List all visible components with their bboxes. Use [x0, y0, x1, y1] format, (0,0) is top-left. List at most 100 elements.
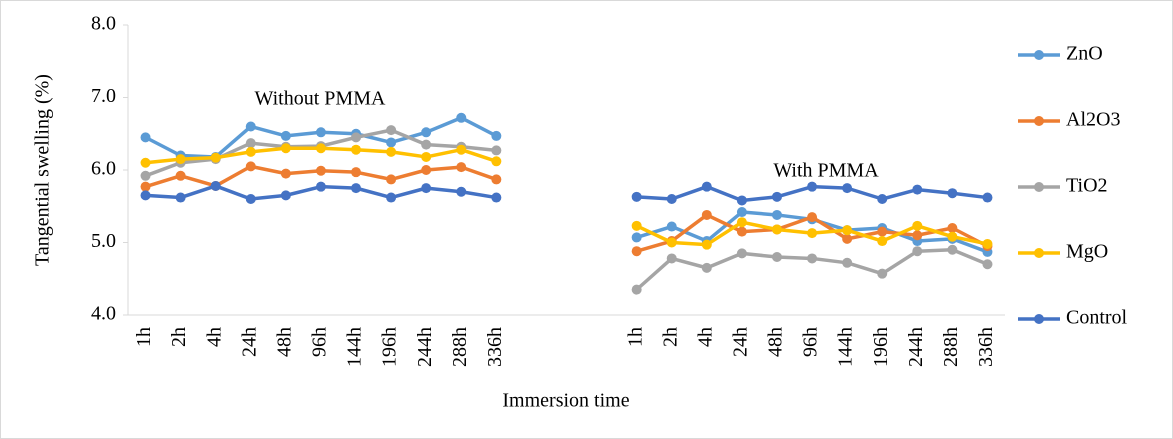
- series-marker: [701, 262, 712, 273]
- series-marker: [175, 154, 186, 165]
- series-marker: [210, 152, 221, 163]
- series-marker: [421, 183, 432, 194]
- legend-label: Control: [1066, 307, 1128, 329]
- series-marker: [666, 194, 677, 204]
- series-marker: [807, 228, 818, 239]
- series-marker: [771, 209, 782, 220]
- series-marker: [456, 112, 467, 123]
- series-marker: [491, 192, 502, 203]
- x-tick-label: 1h: [624, 327, 646, 347]
- series-marker: [631, 284, 642, 295]
- x-tick-label: 288h: [940, 327, 962, 367]
- y-axis-label: Tangential swelling (%): [32, 74, 54, 266]
- x-tick-label: 96h: [309, 327, 331, 357]
- series-marker: [736, 248, 747, 259]
- series-marker: [421, 127, 432, 138]
- x-axis-label: Immersion time: [502, 390, 629, 412]
- series-marker: [421, 139, 432, 150]
- x-tick-label: 244h: [414, 327, 436, 367]
- series-marker: [947, 231, 958, 242]
- series-marker: [771, 224, 782, 235]
- series-marker: [421, 151, 432, 162]
- series-marker: [351, 167, 362, 178]
- series-marker: [245, 121, 256, 132]
- series-marker: [491, 174, 502, 185]
- series-marker: [807, 212, 818, 223]
- x-tick-label: 196h: [379, 327, 401, 367]
- series-marker: [771, 252, 782, 262]
- series-marker: [140, 132, 151, 143]
- series-marker: [912, 220, 923, 231]
- series-marker: [631, 220, 642, 231]
- series-marker: [351, 183, 362, 194]
- series-marker: [315, 181, 326, 192]
- series-marker: [842, 225, 853, 236]
- series-marker: [736, 207, 747, 218]
- x-tick-label: 96h: [800, 327, 822, 357]
- x-tick-label: 288h: [449, 327, 471, 367]
- series-marker: [631, 191, 642, 202]
- series-marker: [947, 244, 958, 255]
- series-marker: [245, 161, 256, 172]
- series-marker: [245, 194, 256, 204]
- legend-marker: [1034, 116, 1044, 126]
- series-marker: [456, 186, 467, 197]
- x-tick-label: 2h: [659, 327, 681, 347]
- annotation: Without PMMA: [255, 88, 386, 110]
- series-marker: [140, 157, 151, 168]
- legend-marker: [1034, 314, 1044, 324]
- series-marker: [631, 232, 642, 243]
- series-marker: [210, 180, 221, 191]
- series-marker: [842, 183, 853, 194]
- legend-marker: [1034, 182, 1044, 192]
- series-marker: [140, 190, 151, 201]
- legend-marker: [1034, 248, 1044, 258]
- series-marker: [912, 184, 923, 195]
- series-marker: [736, 226, 747, 237]
- x-tick-label: 48h: [765, 327, 787, 357]
- series-marker: [140, 181, 151, 192]
- series-marker: [701, 209, 712, 220]
- series-marker: [456, 162, 467, 173]
- series-marker: [315, 165, 326, 176]
- series-marker: [456, 144, 467, 155]
- x-tick-label: 196h: [870, 327, 892, 367]
- series-marker: [351, 144, 362, 155]
- series-marker: [947, 223, 958, 233]
- x-tick-label: 4h: [694, 327, 716, 347]
- legend-label: MgO: [1066, 241, 1108, 263]
- series-marker: [982, 192, 993, 203]
- series-marker: [280, 143, 291, 154]
- x-tick-label: 2h: [168, 327, 190, 347]
- series-marker: [736, 195, 747, 206]
- legend-label: ZnO: [1066, 43, 1103, 65]
- x-tick-label: 24h: [238, 327, 260, 357]
- x-tick-label: 1h: [133, 327, 155, 347]
- legend-label: TiO2: [1066, 175, 1108, 197]
- series-marker: [280, 190, 291, 201]
- y-tick-label: 4.0: [91, 303, 116, 325]
- series-marker: [386, 125, 397, 136]
- x-tick-label: 336h: [975, 327, 997, 367]
- series-marker: [701, 181, 712, 192]
- x-tick-label: 144h: [835, 327, 857, 367]
- series-marker: [701, 239, 712, 250]
- series-marker: [912, 246, 923, 257]
- series-marker: [877, 236, 888, 247]
- x-tick-label: 48h: [273, 327, 295, 357]
- series-marker: [351, 132, 362, 143]
- series-marker: [421, 165, 432, 175]
- series-marker: [386, 192, 397, 203]
- series-marker: [245, 146, 256, 157]
- y-tick-label: 6.0: [91, 158, 116, 180]
- series-marker: [877, 226, 888, 237]
- series-marker: [315, 143, 326, 154]
- series-marker: [736, 217, 747, 228]
- series-marker: [631, 246, 642, 257]
- series-marker: [842, 233, 853, 244]
- series-marker: [666, 221, 677, 232]
- series-marker: [175, 192, 186, 203]
- series-marker: [877, 194, 888, 204]
- y-tick-label: 8.0: [91, 13, 116, 35]
